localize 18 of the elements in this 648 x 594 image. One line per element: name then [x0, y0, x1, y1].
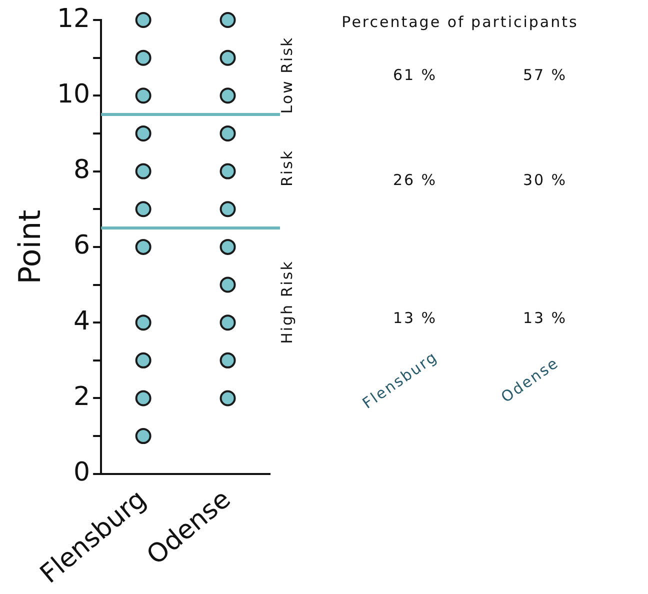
category-label: Low Risk: [278, 36, 296, 114]
y-tick-label: 6: [74, 230, 90, 261]
y-tick-label: 0: [74, 458, 90, 488]
text: 13 %: [522, 309, 568, 327]
y-tick-label: 10: [56, 79, 90, 110]
y-tick-label: 12: [56, 4, 90, 34]
text: 30 %: [522, 171, 568, 189]
text: 13 %: [392, 309, 438, 327]
text: Percentage of participants: [342, 13, 578, 31]
category-label: High Risk: [278, 260, 296, 344]
category-label: Risk: [278, 149, 296, 187]
y-tick-label: 8: [74, 155, 90, 186]
text: 61 %: [392, 66, 438, 84]
y-tick-label: 4: [74, 306, 90, 336]
text: 26 %: [392, 171, 438, 189]
y-axis-title: Point: [12, 209, 48, 284]
text: 57 %: [522, 66, 568, 84]
y-tick-label: 2: [74, 382, 90, 412]
